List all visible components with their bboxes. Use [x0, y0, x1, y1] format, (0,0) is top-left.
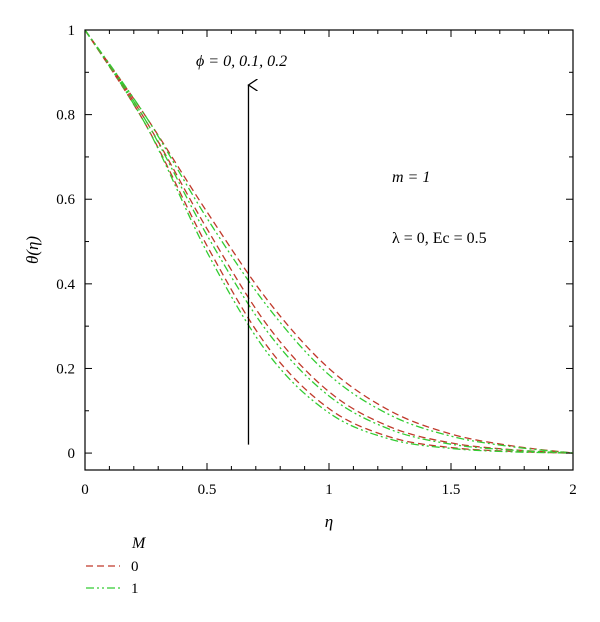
- series-line-5: [84, 29, 574, 454]
- lambda-ec-annotation: λ = 0, Ec = 0.5: [392, 230, 487, 247]
- y-tick-label: 0.4: [56, 277, 75, 293]
- x-axis-label: η: [325, 512, 333, 531]
- x-tick-label: 1.5: [442, 482, 461, 498]
- legend-label-m0: 0: [131, 559, 139, 575]
- y-tick-label: 0.2: [56, 361, 75, 377]
- m-annotation: m = 1: [392, 169, 430, 186]
- y-tick-label: 0.6: [56, 192, 75, 208]
- y-tick-label: 1: [68, 23, 76, 39]
- x-tick-label: 1: [325, 482, 333, 498]
- y-tick-label: 0.8: [56, 108, 75, 124]
- legend-title: M: [131, 535, 147, 552]
- x-tick-label: 0.5: [198, 482, 217, 498]
- phi-annotation: ϕ = 0, 0.1, 0.2: [196, 53, 287, 70]
- legend-label-m1: 1: [131, 581, 139, 597]
- x-tick-label: 2: [569, 482, 577, 498]
- series-line-0: [84, 29, 574, 454]
- series-line-3: [84, 29, 574, 454]
- series-line-2: [84, 29, 574, 454]
- ticks-layer: 0 0.5 1 1.5 2 0 0.2 0.4 0.6 0.8 1: [56, 23, 577, 498]
- series-layer: [84, 29, 574, 454]
- series-line-4: [84, 29, 574, 454]
- y-axis-label: θ(η): [23, 236, 42, 264]
- x-tick-label: 0: [81, 482, 89, 498]
- y-tick-label: 0: [68, 446, 76, 462]
- legend: M 0 1: [86, 535, 147, 597]
- plot-frame: [84, 29, 574, 471]
- series-line-1: [84, 29, 574, 454]
